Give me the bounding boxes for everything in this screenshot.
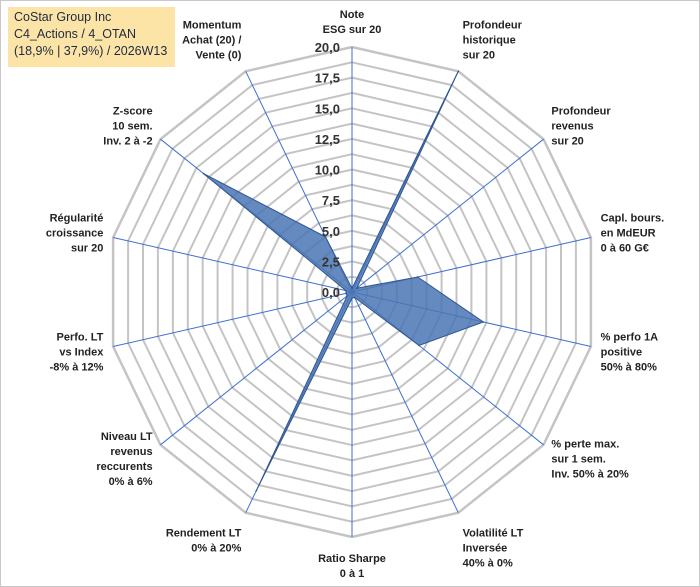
axis-label-line: Régularité [50,213,104,225]
axis-label-line: 0 à 1 [340,568,364,580]
spoke-line [112,291,353,347]
spoke-line [160,291,353,446]
data-point [416,276,419,278]
axis-label: Momentum Achat (20) / Vente (0) [182,19,242,61]
axis-label-line: Inv. 50% à 20% [551,469,629,481]
axis-label-line: sur 1 sem. [551,454,605,466]
chart-title-box: CoStar Group Inc C4_Actions / 4_OTAN (18… [8,7,175,67]
axis-label-line: Inv. 2 à -2 [103,136,152,148]
data-point [345,292,347,295]
spoke-line [351,138,544,293]
data-point [482,321,485,323]
tick-label: 0,0 [322,285,340,300]
axis-label: Régularité croissance sur 20 [46,213,103,255]
axis-label: Rendement LT 0% à 20% [166,528,242,555]
axis-label-line: ESG sur 20 [323,24,382,36]
data-point [356,287,358,290]
data-point [202,172,205,175]
axis-label-line: revenus [110,446,152,458]
chart-title-company: CoStar Group Inc [14,10,112,24]
tick-label: 7,5 [322,193,340,208]
axis-label-line: % perfo 1A [601,331,659,343]
tick-label: 12,5 [315,132,340,147]
data-point [351,297,353,299]
axis-label-line: Volatilité LT [463,528,524,540]
tick-label: 10,0 [315,163,340,178]
axis-label-line: 40% à 0% [463,558,513,570]
axis-label: Profondeur revenus sur 20 [551,106,611,148]
axis-label: Niveau LT revenus reccurents 0% à 6% [96,431,153,488]
axis-label-line: -8% à 12% [50,361,104,373]
axis-label: Volatilité LT Inversée 40% à 0% [463,528,524,570]
data-point [346,295,349,297]
spoke-line [112,237,353,293]
tick-label: 15,0 [315,101,340,116]
axis-label: Z-score 10 sem. Inv. 2 à -2 [103,106,152,148]
axis-label-line: 0% à 6% [109,476,153,488]
tick-label: 17,5 [315,71,340,86]
axis-label: Capl. bours. en MdEUR 0 à 60 G€ [601,213,665,255]
axis-label-line: Profondeur [551,106,611,118]
radial-tick-labels: 0,0 2,5 5,0 7,5 10,0 12,5 15,0 17,5 20,0 [315,40,340,300]
axis-label: Ratio Sharpe 0 à 1 [318,553,386,580]
data-point [351,287,353,290]
axis-label-line: sur 20 [551,136,583,148]
axis-label-line: Inversée [463,543,508,555]
data-point [457,70,460,73]
data-point [418,344,420,347]
axis-label-line: 50% à 80% [601,361,657,373]
axis-label-line: % perte max. [551,439,619,451]
tick-label: 5,0 [322,224,340,239]
chart-title-stats: (18,9% | 37,9%) / 2026W13 [14,44,168,58]
axis-label: % perfo 1A positive 50% à 80% [601,331,659,373]
axis-label-line: positive [601,346,643,358]
spoke-line [351,291,459,513]
axis-label-line: Ratio Sharpe [318,553,386,565]
axis-label-line: Niveau LT [101,431,153,443]
data-point [255,489,258,492]
data-point [345,289,347,292]
axis-label-line: Achat (20) / [182,34,241,46]
radar-series [202,70,485,492]
axis-label: Profondeur historique sur 20 [463,19,523,61]
axis-label-line: 0% à 20% [191,543,241,555]
axis-label-line: sur 20 [71,243,103,255]
axis-label-line: Z-score [113,106,153,118]
axis-label-line: revenus [551,121,593,133]
axis-label-line: Perfo. LT [57,331,104,343]
tick-label: 20,0 [315,40,340,55]
axis-label-line: Rendement LT [166,528,242,540]
axis-label: Perfo. LT vs Index -8% à 12% [50,331,105,373]
chart-title-category: C4_Actions / 4_OTAN [14,27,137,41]
axis-label: Note ESG sur 20 [323,9,382,36]
axis-label-line: Capl. bours. [601,213,665,225]
axis-label-line: croissance [46,228,103,240]
data-point [324,236,327,238]
axis-label-line: en MdEUR [601,228,656,240]
axis-label-line: reccurents [96,461,152,473]
axis-labels: Note ESG sur 20 Profondeur historique sur 20… [46,9,664,580]
axis-label-line: sur 20 [463,49,495,61]
axis-label-line: vs Index [59,346,104,358]
axis-label-line: Note [340,9,364,21]
axis-label-line: 0 à 60 G€ [601,243,649,255]
axis-label-line: 10 sem. [112,121,152,133]
axis-label-line: historique [463,34,516,46]
data-point [353,296,356,299]
axis-label-line: Vente (0) [196,49,242,61]
tick-label: 2,5 [322,254,340,269]
axis-label-line: Profondeur [463,19,523,31]
axis-label-line: Momentum [183,19,242,31]
axis-label: % perte max. sur 1 sem. Inv. 50% à 20% [551,439,629,481]
